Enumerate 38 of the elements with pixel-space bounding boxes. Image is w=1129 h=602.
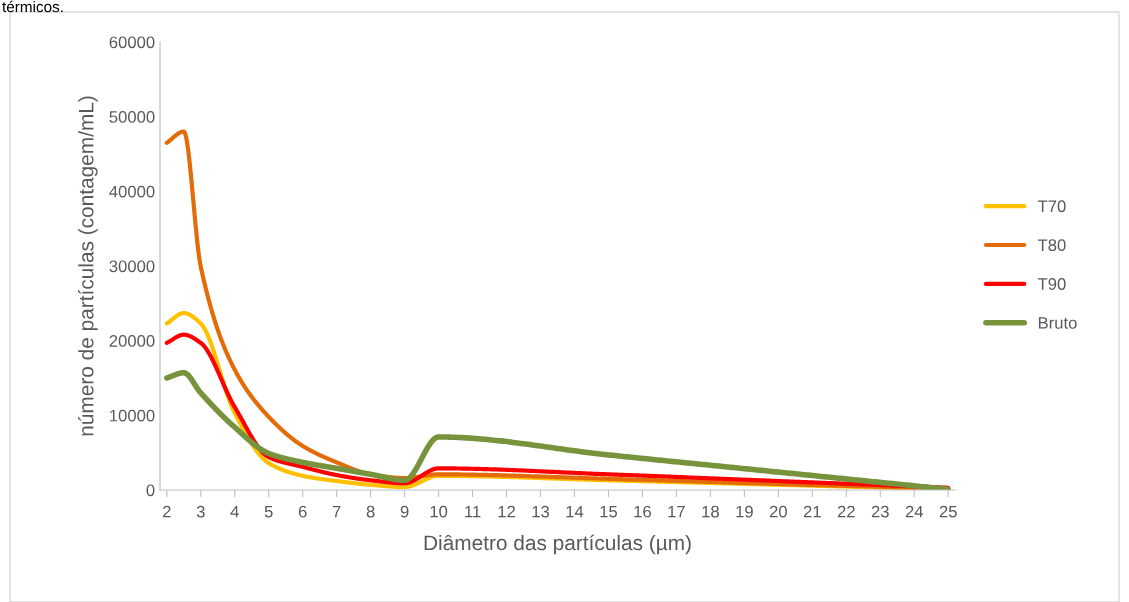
x-tick-label: 9 [400,505,409,518]
x-tick-label: 23 [871,505,889,518]
legend-label: Bruto [1038,317,1077,329]
x-tick-label: 19 [736,505,753,518]
x-tick-label: 12 [498,505,515,518]
y-tick-label: 40000 [109,185,155,198]
text: térmicos. [2,0,63,13]
x-tick-label: 10 [430,505,448,518]
x-axis-title: Diâmetro das partículas (µm) [424,534,691,555]
x-tick-label: 20 [769,505,787,518]
x-tick-label: 25 [939,505,957,518]
y-tick-label: 20000 [109,335,155,347]
x-tick-label: 8 [366,505,375,518]
x-tick-label: 17 [668,505,685,518]
x-tick-label: 5 [264,505,273,518]
y-tick-label: 50000 [109,111,155,123]
x-tick-label: 7 [332,505,341,518]
x-tick-label: 14 [566,505,584,518]
legend-label: T90 [1037,278,1066,290]
x-tick-label: 15 [600,505,618,518]
y-tick-label: 10000 [110,409,155,422]
x-tick-label: 2 [163,505,171,518]
x-tick-label: 4 [230,505,239,518]
y-axis-title: número de partículas (contagem/mL) [78,96,98,436]
x-tick-label: 22 [837,505,855,518]
x-tick-label: 13 [532,505,550,518]
x-tick-label: 24 [905,505,924,518]
y-tick-label: 0 [146,484,155,497]
legend-label: T80 [1037,239,1066,252]
legend-label: T70 [1037,200,1066,213]
y-tick-label: 30000 [109,260,155,273]
x-tick-label: 16 [634,505,651,518]
x-tick-label: 21 [803,505,821,518]
x-tick-label: 11 [465,505,481,518]
x-tick-label: 3 [196,505,205,518]
x-tick-label: 18 [702,505,719,518]
y-tick-label: 60000 [109,36,155,49]
x-tick-label: 6 [298,505,307,518]
